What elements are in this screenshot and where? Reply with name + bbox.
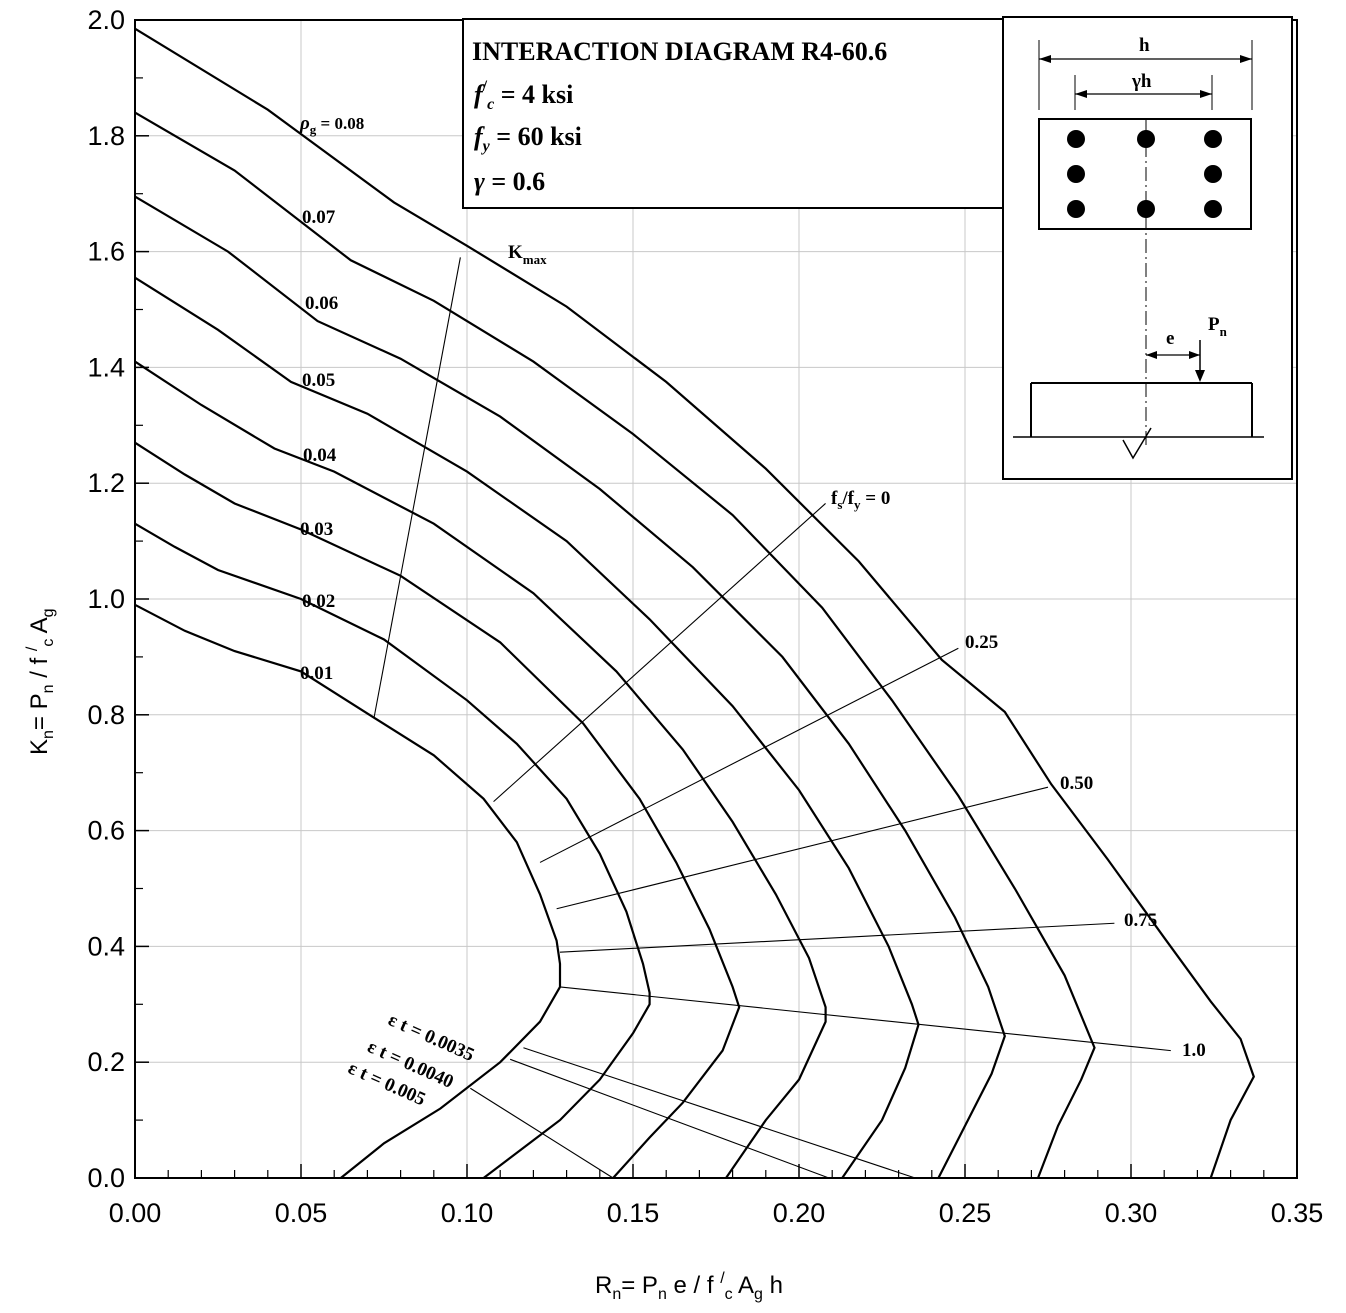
y-tick-label: 0.6: [87, 816, 125, 846]
y-tick-label: 0.0: [87, 1163, 125, 1193]
column-section-inset: h γh e Pn: [1002, 16, 1293, 480]
aux-line-layer: [373, 257, 1171, 1179]
x-tick-label: 0.00: [109, 1198, 162, 1228]
fs-fy-label-0.25: 0.25: [965, 632, 998, 653]
interaction-curve-0.06: [134, 195, 1006, 1179]
eccentricity-label: e: [1166, 328, 1174, 349]
subtitle-fc: f/c = 4 ksi: [474, 78, 573, 113]
y-tick-label: 1.0: [87, 584, 125, 614]
interaction-curve-0.08: [134, 27, 1255, 1179]
rebar: [1067, 165, 1085, 183]
chart-title: INTERACTION DIAGRAM R4-60.6: [472, 37, 887, 66]
interaction-curve-0.02: [134, 522, 651, 1179]
x-tick-label: 0.20: [773, 1198, 826, 1228]
interaction-curve-0.03: [134, 441, 741, 1179]
y-axis-title: Kn= Pn / f /c Ag: [24, 608, 57, 755]
x-tick-label: 0.30: [1105, 1198, 1158, 1228]
svg-text:Kmax: Kmax: [508, 242, 547, 267]
y-tick-label: 1.4: [87, 352, 125, 382]
rebar: [1204, 130, 1222, 148]
tick-layer: 0.00 0.05 0.10 0.15 0.20 0.25 0.30 0.35 0.0 0.2 0.…: [87, 5, 1323, 1228]
fs-fy-label-1.0: 1.0: [1182, 1040, 1206, 1061]
svg-text:fs/fy = 0: fs/fy = 0: [831, 488, 890, 512]
curve-label-0.05: 0.05: [302, 370, 335, 391]
curve-label-0.07: 0.07: [302, 207, 336, 228]
interaction-curve-0.04: [134, 360, 827, 1179]
rebar: [1067, 130, 1085, 148]
strain-limit-line-2: [470, 1087, 614, 1179]
fs-fy-zero-label: fs/fy = 0: [831, 488, 890, 512]
fs-fy-line-1.0: [559, 986, 1171, 1052]
dim-gamma-h-label: γh: [1131, 71, 1152, 92]
x-axis-title: Rn= Pn e / f /c Ag h: [595, 1270, 783, 1303]
rebar-dots: [1067, 130, 1222, 218]
fs-fy-label-0.50: 0.50: [1060, 773, 1093, 794]
y-tick-label: 1.8: [87, 121, 125, 151]
svg-text:ρg = 0.08: ρg = 0.08: [299, 113, 364, 137]
strain-limit-line-1: [509, 1058, 830, 1179]
y-tick-label: 1.2: [87, 468, 125, 498]
curve-label-0.06: 0.06: [305, 293, 338, 314]
rho-label: ρg = 0.08: [299, 113, 364, 137]
rebar: [1204, 165, 1222, 183]
fs-fy-line-0.25: [539, 647, 959, 863]
x-tick-label: 0.25: [939, 1198, 992, 1228]
y-tick-label: 0.4: [87, 931, 125, 961]
fs-fy-line-0: [493, 503, 826, 803]
x-tick-label: 0.35: [1271, 1198, 1324, 1228]
interaction-curve-0.05: [134, 276, 920, 1179]
y-tick-label: 0.2: [87, 1047, 125, 1077]
subtitle-fy: fy = 60 ksi: [474, 122, 582, 155]
strain-limit-line-0: [523, 1047, 916, 1179]
load-label: Pn: [1208, 314, 1228, 339]
curve-label-0.02: 0.02: [302, 591, 335, 612]
fs-fy-label-0.75: 0.75: [1124, 910, 1157, 931]
curve-label-0.03: 0.03: [300, 519, 333, 540]
title-box: INTERACTION DIAGRAM R4-60.6 f/c = 4 ksi …: [462, 18, 1004, 209]
fs-fy-line-0.50: [556, 786, 1049, 910]
x-tick-label: 0.05: [275, 1198, 328, 1228]
curve-label-0.04: 0.04: [303, 445, 337, 466]
subtitle-gamma: γ = 0.6: [474, 167, 545, 196]
y-tick-label: 2.0: [87, 5, 125, 35]
curve-layer: [134, 27, 1255, 1179]
interaction-curve-0.01: [134, 603, 562, 1179]
y-tick-label: 0.8: [87, 700, 125, 730]
kmax-line: [373, 257, 461, 718]
fs-fy-line-0.75: [559, 922, 1115, 953]
x-tick-label: 0.15: [607, 1198, 660, 1228]
rebar: [1067, 200, 1085, 218]
y-tick-label: 1.6: [87, 237, 125, 267]
interaction-curve-0.07: [134, 111, 1096, 1179]
curve-label-0.01: 0.01: [300, 663, 333, 684]
kmax-label: Kmax: [508, 242, 547, 267]
dim-h-label: h: [1139, 35, 1150, 56]
rebar: [1204, 200, 1222, 218]
x-tick-label: 0.10: [441, 1198, 494, 1228]
